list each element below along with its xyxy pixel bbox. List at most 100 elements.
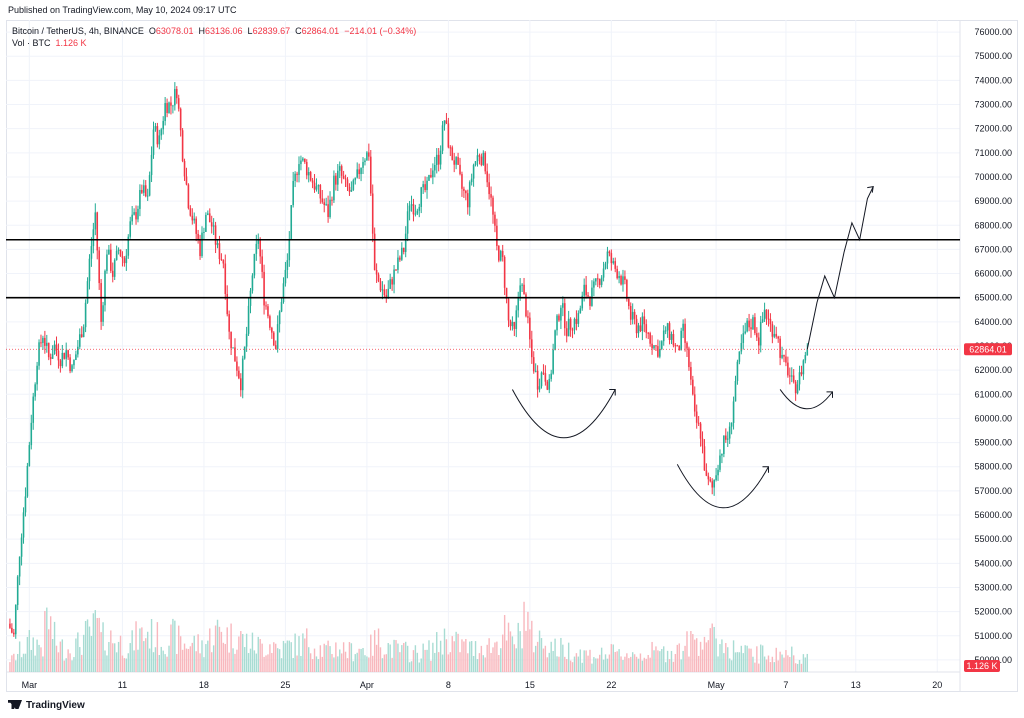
candle-body <box>569 318 572 330</box>
candle-body <box>251 275 254 291</box>
candle-body <box>804 355 807 361</box>
candle-body <box>387 288 390 299</box>
volume-bar <box>796 663 799 672</box>
candle-body <box>13 632 15 635</box>
candle-body <box>680 330 682 351</box>
volume-bar <box>793 655 795 672</box>
volume-bar <box>787 655 789 672</box>
volume-bar <box>346 658 349 672</box>
volume-bar <box>728 658 731 672</box>
candle-body <box>162 120 164 130</box>
volume-bar <box>804 657 807 672</box>
candle-body <box>57 350 60 361</box>
volume-bar <box>480 645 483 672</box>
price-tick-label: 50000.00 <box>974 655 1012 665</box>
candle-body <box>418 206 421 211</box>
tradingview-logo[interactable]: TradingView <box>8 700 85 711</box>
volume-bar <box>567 642 570 672</box>
candle-body <box>40 342 42 344</box>
volume-bar <box>131 630 133 672</box>
price-tick-label: 51000.00 <box>974 631 1012 641</box>
candle-body <box>606 251 609 264</box>
candle-body <box>736 361 739 381</box>
volume-bar <box>133 650 135 672</box>
volume-bar <box>432 642 434 672</box>
volume-bar <box>84 620 87 672</box>
volume-bar <box>763 656 766 672</box>
volume-bar <box>284 643 287 672</box>
candle-body <box>614 261 617 269</box>
candle-body <box>682 323 684 331</box>
volume-bar <box>639 653 642 672</box>
resistance-lines <box>6 238 960 350</box>
volume-bar <box>676 644 678 672</box>
candle-body <box>296 173 298 175</box>
pattern-arc-arrowhead <box>826 391 833 398</box>
volume-bar <box>472 656 475 672</box>
volume-bar <box>51 638 54 672</box>
volume-bar <box>22 653 25 672</box>
volume-bar <box>424 649 426 672</box>
candle-body <box>631 311 634 320</box>
volume-bar <box>9 662 11 672</box>
volume-bar <box>405 641 407 672</box>
volume-bar <box>606 658 609 672</box>
volume-bar <box>63 660 65 672</box>
volume-bar <box>162 650 164 672</box>
volume-bar <box>339 649 341 672</box>
candle-body <box>305 162 308 176</box>
volume-bar <box>17 653 19 672</box>
volume-bar <box>725 643 727 672</box>
candle-body <box>709 479 712 482</box>
volume-bar <box>682 650 684 672</box>
price-tick-label: 74000.00 <box>974 75 1012 85</box>
volume-bar <box>575 653 578 672</box>
candle-body <box>554 330 556 350</box>
volume-bar <box>261 643 263 672</box>
candle-body <box>624 276 626 280</box>
time-tick-label: 20 <box>932 680 942 690</box>
candle-body <box>304 158 306 163</box>
time-tick-label: Apr <box>360 680 374 690</box>
volume-bar <box>267 654 269 672</box>
candle-body <box>529 317 531 340</box>
candle-body <box>152 129 155 155</box>
candle-body <box>616 268 618 279</box>
volume-bar <box>30 649 32 672</box>
candle-body <box>498 246 500 261</box>
volume-bar <box>566 659 568 672</box>
candle-body <box>453 160 455 165</box>
candle-body <box>470 178 473 183</box>
tradingview-brand: TradingView <box>26 700 85 711</box>
candle-body <box>750 327 752 330</box>
volume-bar <box>174 620 176 672</box>
volume-bar <box>141 627 143 672</box>
candle-body <box>102 305 104 322</box>
candle-body <box>402 247 405 252</box>
volume-bar <box>214 625 217 672</box>
volume-bar <box>664 662 667 672</box>
volume-tag <box>964 660 1000 672</box>
candle-body <box>697 422 700 424</box>
volume-bar <box>746 645 748 672</box>
candle-body <box>181 130 184 162</box>
volume-bar <box>150 619 153 672</box>
volume-bar <box>65 658 67 672</box>
candle-body <box>602 268 605 278</box>
candle-body <box>777 336 779 339</box>
candle-body <box>360 167 362 175</box>
candle-body <box>503 256 506 288</box>
volume-bar <box>315 656 318 672</box>
candle-body <box>486 171 488 183</box>
candle-body <box>38 342 40 366</box>
volume-bar <box>240 631 242 672</box>
candle-body <box>82 327 85 338</box>
volume-bar <box>453 641 455 672</box>
volume-bar <box>554 638 556 672</box>
volume-bar <box>306 628 308 672</box>
candle-body <box>794 381 797 394</box>
volume-bar <box>591 663 593 672</box>
candle-body <box>478 155 481 157</box>
candle-body <box>393 269 395 285</box>
